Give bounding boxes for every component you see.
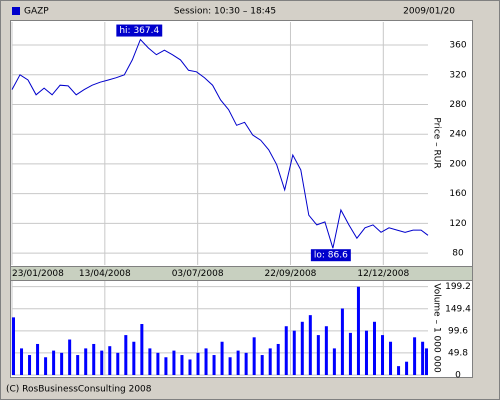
x-tick-label: 13/04/2008 xyxy=(79,269,131,279)
volume-bar xyxy=(180,355,184,375)
grid xyxy=(11,22,428,376)
volume-bar xyxy=(196,352,200,375)
volume-bar xyxy=(268,348,272,375)
y-tick-label: 149.4 xyxy=(445,304,471,314)
volume-bar xyxy=(292,330,296,375)
date: 2009/01/20 xyxy=(403,7,455,17)
footer: (C) RosBusinessConsulting 2008 xyxy=(6,385,152,395)
volume-bar xyxy=(413,337,417,375)
volume-bar xyxy=(28,355,32,375)
volume-bar xyxy=(132,341,136,375)
subtitle: Session: 10:30 – 18:45 xyxy=(174,7,276,17)
volume-bar xyxy=(148,348,152,375)
y-tick-label: 280 xyxy=(449,100,466,110)
volume-bar xyxy=(332,348,336,375)
y-tick-label: 120 xyxy=(449,219,466,229)
volume-bar xyxy=(140,324,144,375)
volume-bar xyxy=(68,339,72,375)
annotation-box xyxy=(310,249,351,262)
annotation: hi: 367.4 xyxy=(119,26,159,36)
y-tick-label: 0 xyxy=(455,371,461,381)
volume-bar xyxy=(425,348,428,375)
legend-swatch xyxy=(12,7,20,15)
volume-bar xyxy=(12,317,15,375)
volume-bar xyxy=(220,341,224,375)
volume-bar xyxy=(397,366,401,375)
volume-bar xyxy=(348,332,352,375)
price-line xyxy=(11,38,429,249)
annotation-box xyxy=(116,24,163,37)
y-tick-label: 99.6 xyxy=(448,326,468,336)
volume-bar xyxy=(340,308,344,375)
x-tick-label: 03/07/2008 xyxy=(172,269,224,279)
volume-bar xyxy=(20,348,24,375)
y-tick-label: 49.8 xyxy=(448,348,468,358)
volume-bar xyxy=(316,335,320,375)
volume-bar xyxy=(324,326,328,375)
volume-bar xyxy=(260,355,264,375)
price-panel xyxy=(10,20,473,267)
volume-bar xyxy=(44,357,48,375)
volume-bar xyxy=(244,352,248,375)
y-tick-label: 240 xyxy=(449,130,466,140)
volume-bar xyxy=(108,346,112,375)
volume-bar xyxy=(356,286,360,375)
volume-bar xyxy=(76,355,80,375)
volume-bar xyxy=(172,350,176,375)
volume-bar xyxy=(421,341,425,375)
volume-bar xyxy=(405,361,409,375)
volume-bar xyxy=(372,321,376,375)
volume-bar xyxy=(389,341,393,375)
volume-bar xyxy=(212,355,216,375)
y-tick-label: 200 xyxy=(449,159,466,169)
volume-bar xyxy=(124,335,128,375)
y-axis-title: Price – RUR xyxy=(432,117,442,168)
volume-bar xyxy=(228,357,232,375)
volume-bar xyxy=(252,337,256,375)
annotation: lo: 86.6 xyxy=(314,251,348,261)
y-tick-label: 160 xyxy=(449,189,466,199)
volume-bar xyxy=(236,350,240,375)
y-tick-label: 199.2 xyxy=(445,282,471,292)
y-tick-label: 80 xyxy=(452,249,464,259)
y-axis-title: Volume – 1 000 000 xyxy=(432,283,442,373)
legend-label: GAZP xyxy=(24,7,49,17)
volume-bar xyxy=(308,315,312,375)
volume-bar xyxy=(156,352,160,375)
x-tick-label: 23/01/2008 xyxy=(12,269,64,279)
volume-panel xyxy=(10,280,473,378)
volume-bar xyxy=(204,348,208,375)
x-tick-label: 12/12/2008 xyxy=(357,269,409,279)
volume-bar xyxy=(300,321,304,375)
volume-bar xyxy=(381,335,385,375)
x-tick-label: 22/09/2008 xyxy=(265,269,317,279)
y-tick-label: 360 xyxy=(449,41,466,51)
volume-bar xyxy=(36,343,40,375)
volume-bar xyxy=(276,343,280,375)
volume-bar xyxy=(52,350,56,375)
volume-bar xyxy=(116,352,120,375)
y-tick-label: 320 xyxy=(449,70,466,80)
volume-bar xyxy=(164,357,168,375)
volume-bar xyxy=(284,326,288,375)
volume-bar xyxy=(84,348,88,375)
volume-bar xyxy=(188,359,192,375)
volume-bar xyxy=(60,352,64,375)
volume-bar xyxy=(92,343,96,375)
volume-bar xyxy=(364,330,368,375)
volume-bar xyxy=(100,350,104,375)
